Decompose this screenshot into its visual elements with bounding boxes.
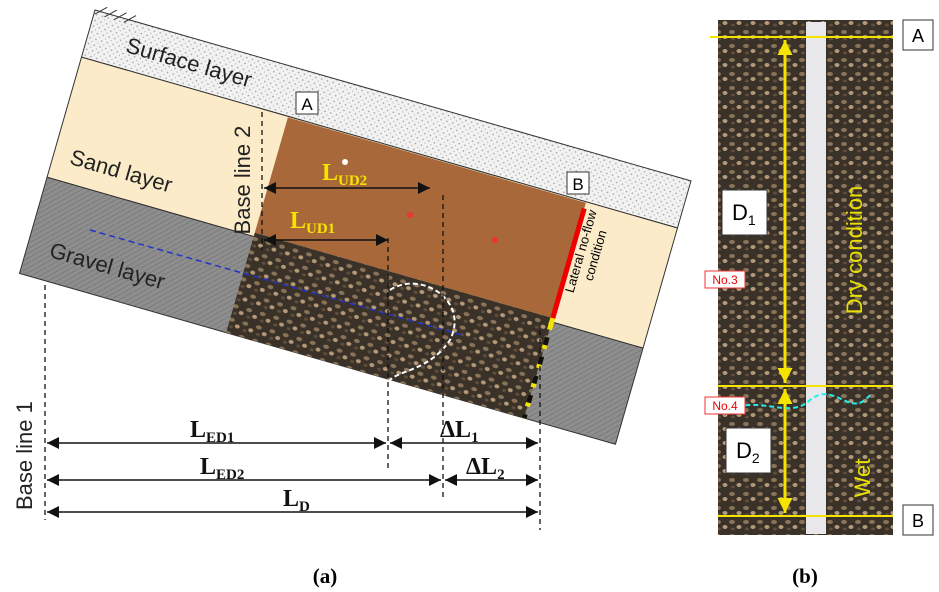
sub: 2 [752, 450, 760, 466]
sub: ED1 [206, 430, 234, 446]
caption-a: (a) [313, 564, 338, 588]
sub: D [299, 499, 310, 515]
sub: UD2 [338, 173, 367, 189]
main: ΔL [440, 417, 471, 443]
main: L [290, 208, 306, 234]
sensor-4: No.4 [712, 399, 738, 413]
l-d: LD [283, 486, 310, 515]
dl1: ΔL1 [440, 417, 479, 446]
slab: Surface layer Sand layer Gravel layer La… [19, 4, 692, 444]
wet-label: Wet [850, 459, 875, 498]
sub: ED2 [216, 467, 244, 483]
sub: 2 [497, 467, 505, 483]
sensor [342, 159, 348, 165]
caption-b: (b) [792, 564, 818, 588]
sub: 1 [471, 430, 479, 446]
l-ed2: LED2 [200, 454, 244, 483]
main: L [283, 486, 299, 512]
main: L [190, 417, 206, 443]
sensor [407, 212, 413, 218]
sensor-3: No.3 [712, 273, 738, 287]
sub: UD1 [306, 221, 335, 237]
corner-a: A [912, 26, 924, 46]
dl2: ΔL2 [466, 454, 505, 483]
main: L [322, 160, 338, 186]
corner-b: B [912, 511, 924, 531]
figure: Surface layer Sand layer Gravel layer La… [0, 0, 939, 592]
main: D [732, 200, 748, 225]
sub: 1 [748, 212, 756, 228]
corner-b: B [572, 175, 583, 194]
dry-label: Dry condition [842, 186, 867, 314]
sensor [492, 237, 498, 243]
main: L [200, 454, 216, 480]
base-line-1-label: Base line 1 [12, 401, 37, 510]
main: ΔL [466, 454, 497, 480]
base-line-2-label: Base line 2 [230, 126, 255, 235]
corner-a: A [301, 95, 313, 114]
l-ed1: LED1 [190, 417, 234, 446]
tape [806, 22, 826, 534]
main: D [736, 438, 752, 463]
